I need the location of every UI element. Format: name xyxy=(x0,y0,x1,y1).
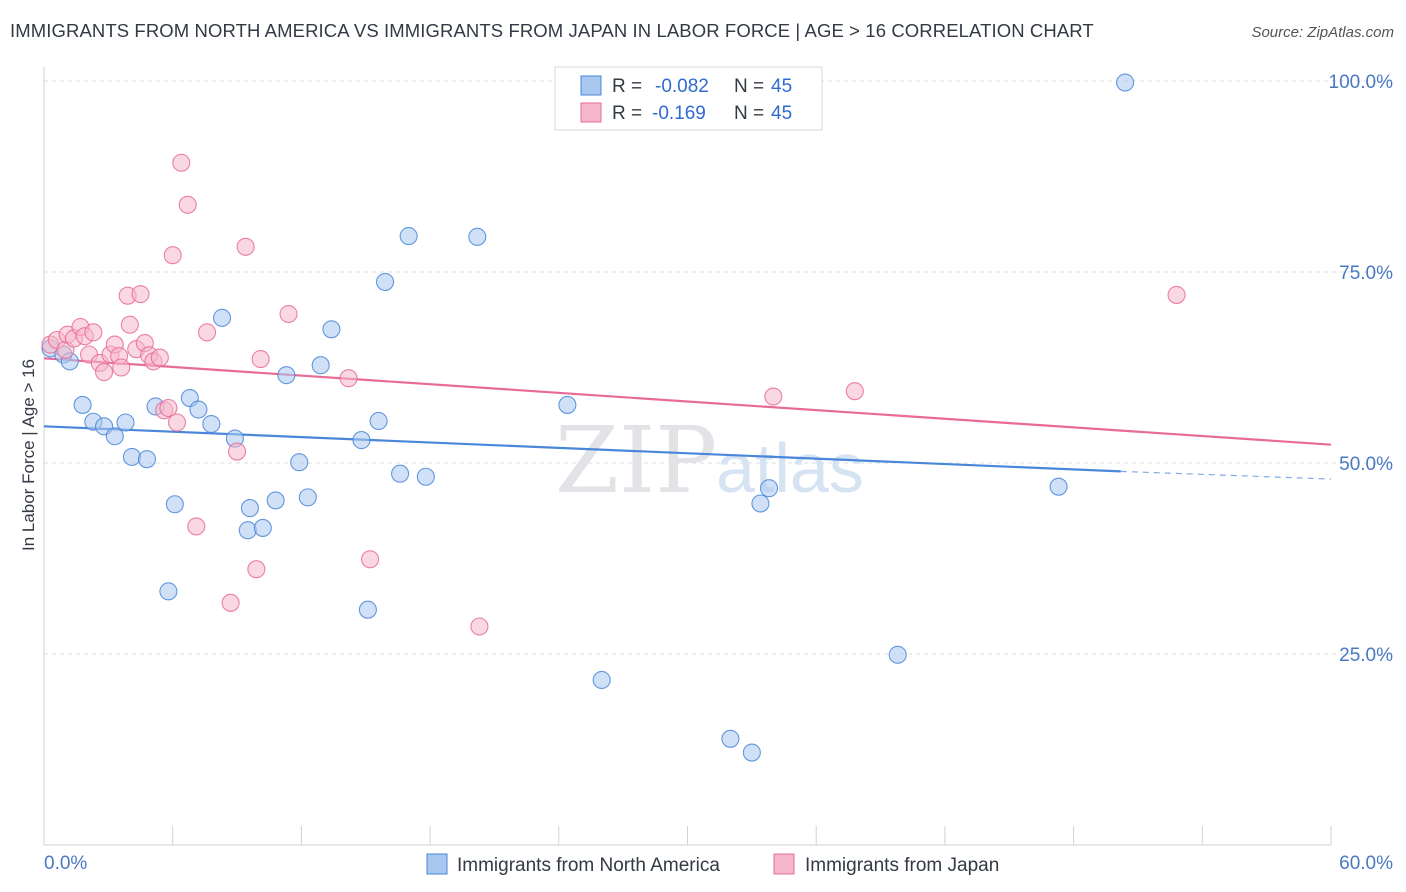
legend-swatch-japan xyxy=(580,102,602,123)
x-tick-label: 0.0% xyxy=(44,853,87,874)
point-north-america xyxy=(322,320,341,339)
watermark: ZIP atlas xyxy=(555,407,864,514)
legend-n-label: N = xyxy=(734,103,764,124)
trend-lines xyxy=(43,357,1332,480)
point-japan xyxy=(84,323,103,342)
point-north-america xyxy=(73,395,92,414)
trend-line-north-america xyxy=(43,425,1121,473)
legend-n-value: 45 xyxy=(771,103,792,124)
point-north-america xyxy=(277,366,296,385)
point-north-america xyxy=(352,431,371,450)
point-japan xyxy=(150,348,169,367)
point-north-america xyxy=(311,356,330,375)
point-japan xyxy=(131,285,150,304)
point-north-america xyxy=(238,521,257,540)
point-north-america xyxy=(165,495,184,514)
point-north-america xyxy=(592,670,611,690)
trend-line-extension xyxy=(1120,470,1332,480)
stats-legend: R = -0.082 N = 45 R = -0.169 N = 45 xyxy=(554,66,823,131)
source-credit: Source: ZipAtlas.com xyxy=(1251,24,1394,41)
point-japan xyxy=(1167,285,1186,304)
point-north-america xyxy=(105,427,124,446)
point-north-america xyxy=(189,400,208,419)
point-north-america xyxy=(751,494,770,513)
point-japan xyxy=(197,323,217,342)
y-tick-label: 50.0% xyxy=(1339,454,1393,475)
y-tick-label: 75.0% xyxy=(1339,263,1393,284)
legend-n-label: N = xyxy=(734,76,764,97)
point-japan xyxy=(112,358,131,377)
point-japan xyxy=(178,195,197,214)
x-tick-labels: 0.0% 60.0% xyxy=(44,853,1393,874)
point-japan xyxy=(247,560,266,579)
legend-swatch-north-america xyxy=(580,75,602,96)
bottom-legend-swatch-north-america xyxy=(426,853,448,875)
point-north-america xyxy=(159,582,178,601)
point-north-america xyxy=(376,272,395,291)
trend-line-japan xyxy=(43,357,1332,446)
legend-n-value: 45 xyxy=(771,76,792,97)
point-north-america xyxy=(290,453,309,472)
point-north-america xyxy=(298,488,317,507)
point-north-america xyxy=(391,464,410,483)
watermark-zip: ZIP xyxy=(555,407,717,514)
point-north-america xyxy=(202,414,221,434)
point-north-america xyxy=(416,467,435,486)
point-north-america xyxy=(369,411,388,431)
point-north-america xyxy=(253,518,272,537)
legend-r-label: R = xyxy=(612,103,642,124)
point-japan xyxy=(470,617,489,636)
point-north-america xyxy=(558,395,577,414)
point-north-america xyxy=(721,729,740,748)
point-japan xyxy=(167,413,187,432)
watermark-atlas: atlas xyxy=(716,429,864,507)
point-north-america xyxy=(116,413,135,432)
axes xyxy=(43,67,1332,846)
point-japan xyxy=(187,517,206,536)
legend-r-label: R = xyxy=(612,76,642,97)
point-japan xyxy=(339,369,358,388)
bottom-legend-label-japan: Immigrants from Japan xyxy=(805,855,999,876)
grid-lines xyxy=(44,80,1392,655)
bottom-legend-swatch-japan xyxy=(773,853,795,875)
legend-r-value: -0.082 xyxy=(655,76,709,97)
point-north-america xyxy=(399,227,418,246)
legend-r-value: -0.169 xyxy=(652,103,706,124)
bottom-legend: Immigrants from North America Immigrants… xyxy=(426,853,999,876)
y-tick-label: 25.0% xyxy=(1339,645,1393,666)
point-north-america xyxy=(266,491,285,510)
point-japan xyxy=(221,593,240,612)
y-tick-labels: 25.0% 50.0% 75.0% 100.0% xyxy=(1329,72,1394,666)
point-japan xyxy=(251,350,270,369)
bottom-legend-label-north-america: Immigrants from North America xyxy=(457,855,720,876)
point-north-america xyxy=(122,447,141,466)
point-japan xyxy=(163,246,182,265)
point-japan xyxy=(764,387,783,406)
y-axis-label: In Labor Force | Age > 16 xyxy=(19,359,38,551)
point-japan xyxy=(172,153,191,172)
data-points xyxy=(41,70,1186,762)
point-north-america xyxy=(1049,477,1068,496)
point-north-america xyxy=(212,308,232,327)
point-japan xyxy=(360,550,380,569)
point-north-america xyxy=(1116,73,1135,92)
point-north-america xyxy=(888,645,907,664)
point-japan xyxy=(228,442,247,461)
point-north-america xyxy=(240,499,259,518)
point-japan xyxy=(95,363,114,382)
point-north-america xyxy=(358,600,377,619)
y-tick-label: 100.0% xyxy=(1329,72,1394,93)
point-japan xyxy=(279,304,298,324)
point-japan xyxy=(236,237,255,256)
x-tick-label: 60.0% xyxy=(1339,853,1393,874)
point-north-america xyxy=(137,450,157,469)
point-japan xyxy=(120,315,139,334)
point-north-america xyxy=(468,227,487,246)
chart-title: IMMIGRANTS FROM NORTH AMERICA VS IMMIGRA… xyxy=(10,20,1094,41)
point-japan xyxy=(159,398,178,418)
point-north-america xyxy=(742,743,761,762)
point-north-america xyxy=(759,479,779,498)
point-japan xyxy=(845,382,864,401)
